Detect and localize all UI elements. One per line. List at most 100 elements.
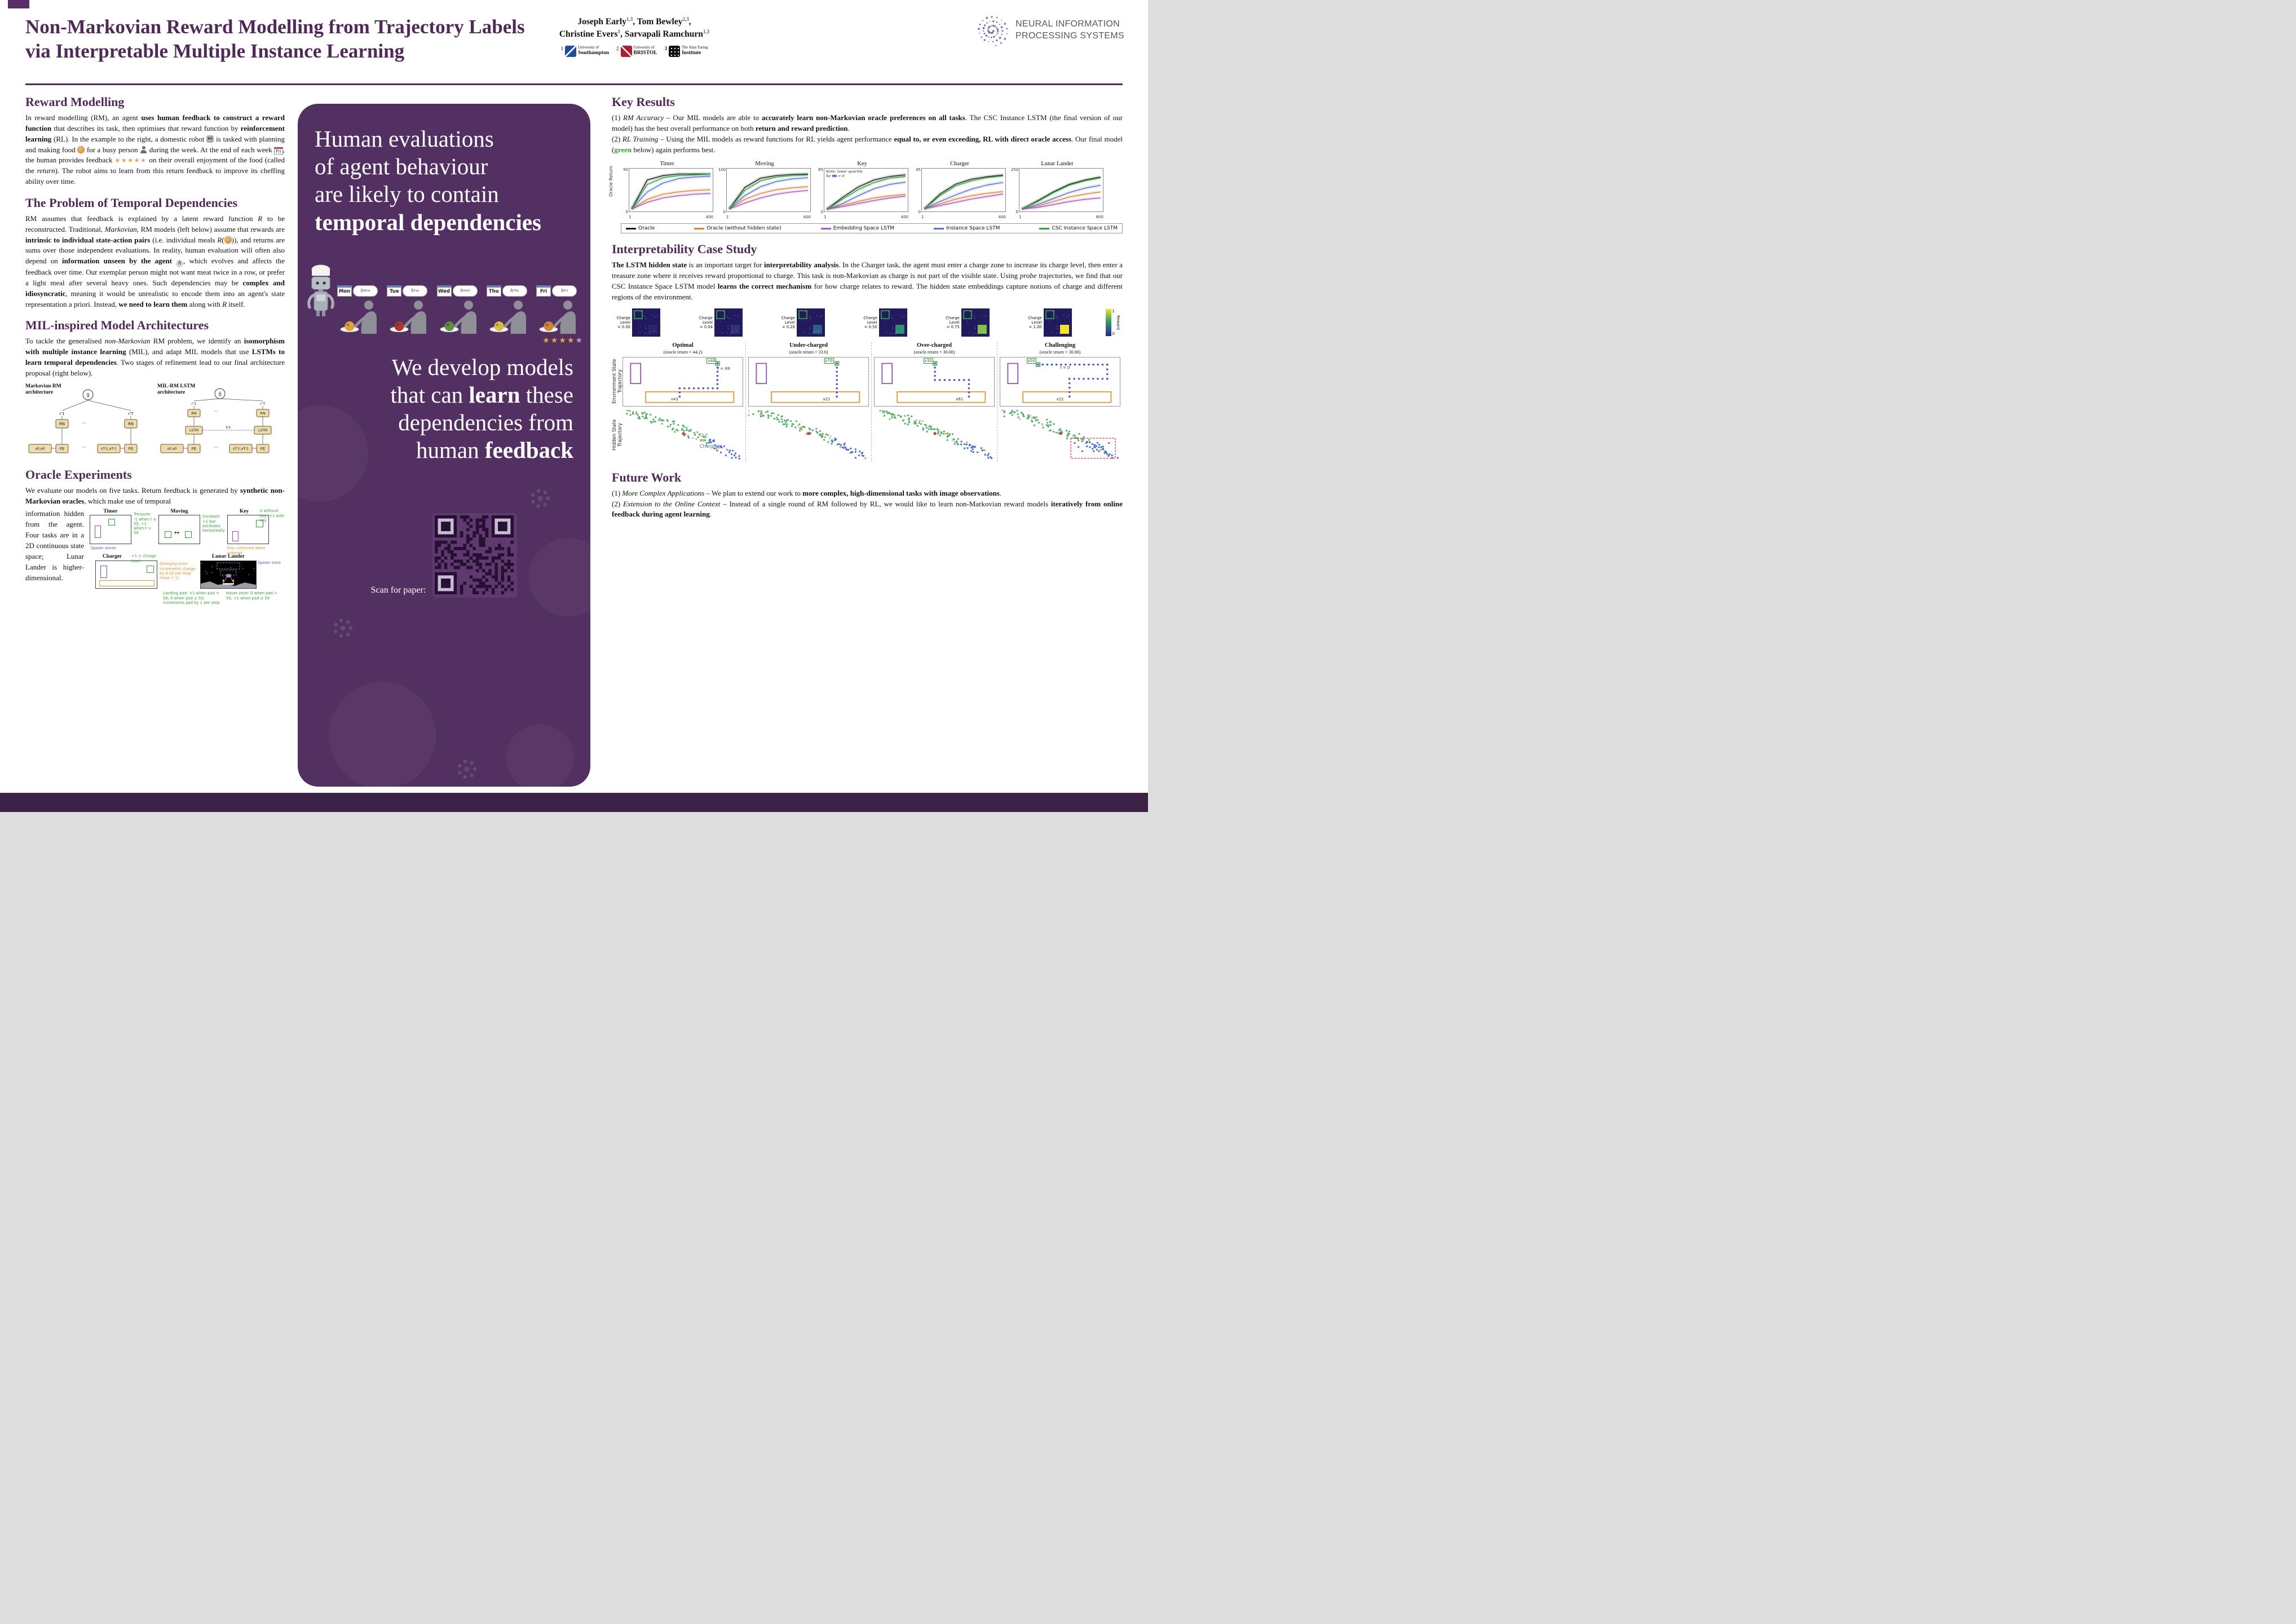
charge-cell: Charge Level = 0.04 [694, 308, 743, 337]
affiliation-soton: 1 University of Southampton [561, 45, 610, 58]
charge-level-strip: Charge Level = 0.00 Charge Level = 0.04 Charge… [612, 308, 1123, 337]
zone [100, 566, 107, 579]
env-state-row-label: Environment State Trajectory [612, 359, 623, 404]
task-annotation: Hover zone: 0 when pad < 50, +1 when pad… [226, 591, 277, 601]
charge-cell: Charge Level = 0.20 [776, 308, 825, 337]
bristol-logo-icon [620, 46, 632, 58]
legend-swatch-icon [1039, 227, 1050, 230]
interp-column-optimal: Optimal (oracle return = 44.2) x48 t = 99 x4… [620, 342, 745, 462]
legend-item: Oracle [626, 226, 655, 231]
charge-cell-label: Charge Level = 0.04 [699, 315, 713, 329]
x-tick: 1 [726, 215, 729, 220]
hidden-state-bubble: h Thu [502, 285, 527, 297]
heading-temporal-dependencies: The Problem of Temporal Dependencies [25, 195, 238, 210]
hidden-state-icon: h [176, 260, 184, 268]
svg-text:FE: FE [192, 447, 196, 451]
day-header: Wed h Wed [436, 285, 484, 297]
svg-text:RN: RN [59, 422, 65, 426]
week-illustration: Mon h Mon Tue h Tue Wed h Wed Thu h Thu Fri h Fri ★★★★★ [298, 251, 590, 345]
result-chart-key: Key 85 0 Note: lower quartile for = 0 1 400 [816, 161, 908, 219]
calendar-icon: Thu [486, 285, 501, 297]
chart-title: Charger [950, 161, 969, 167]
affiliation-turing: 3 The Alan Turing Institute [664, 45, 708, 58]
weekday-row: Mon h Mon Tue h Tue Wed h Wed Thu h Thu Fri h Fri ★★★★★ [337, 285, 584, 345]
svg-text:FE: FE [129, 447, 133, 451]
right-column: Key Results (1) RM Accuracy – Our MIL mo… [608, 94, 1123, 520]
qr-code [432, 513, 518, 598]
trajectory-label: x70 [824, 358, 834, 364]
task-title: Timer [103, 509, 118, 515]
y-axis-min: 0 [723, 210, 726, 215]
x-tick: 1 [921, 215, 924, 220]
x-axis-ticks: 1 400 [726, 215, 811, 219]
mil-rm-lstm-title: MIL-RM LSTM architecture [157, 383, 196, 395]
y-axis-max: 45 [916, 167, 921, 173]
svg-text:RN: RN [128, 422, 134, 426]
svg-text:sT-1,aT-1: sT-1,aT-1 [101, 447, 117, 451]
authors-block: Joseph Early1,3, Tom Bewley2,3, Christine… [538, 16, 730, 58]
hidden-state-bubble: h Mon [353, 285, 378, 297]
charge-cell: Charge Level = 0.75 [941, 308, 990, 337]
x-axis-ticks: 1 400 [824, 215, 908, 219]
author-names: Joseph Early1,3, Tom Bewley2,3, Christine… [559, 16, 710, 39]
neurips-logo: NEURAL INFORMATION PROCESSING SYSTEMS [974, 12, 1124, 48]
affiliations: 1 University of Southampton 2 University of B… [538, 45, 730, 58]
colorbar: 1 0 Reward [1105, 308, 1120, 336]
interpretability-grid: Environment State Trajectory Hidden Stat… [612, 342, 1123, 462]
environment-trajectory-plot: x70 x21 [748, 356, 869, 407]
temporal-dependencies-text: RM assumes that feedback is explained by… [25, 214, 285, 308]
svg-text:FE: FE [260, 447, 265, 451]
architecture-diagrams: Markovian RM architecture s0,a0 FE RN r'1 sT… [25, 383, 285, 459]
x-tick: 400 [998, 215, 1006, 220]
results-charts: Oracle Return Timer 50 0 1 400 Moving 100 0 1 400… [608, 161, 1123, 220]
x-tick: 400 [900, 215, 908, 220]
person-icon [140, 145, 147, 153]
calendar-icon: Tue [387, 285, 402, 297]
interp-column-challenging: Challenging (oracle return = 30.00) x50 t =… [997, 342, 1123, 462]
grid-columns: Optimal (oracle return = 44.2) x48 t = 99 x4… [620, 342, 1123, 462]
x-tick: 1 [1019, 215, 1022, 220]
colorbar-label: Reward [1116, 315, 1120, 330]
y-axis-min: 0 [918, 210, 921, 215]
legend-swatch-icon [694, 227, 705, 230]
svg-text:r'1: r'1 [192, 401, 197, 406]
svg-text:FE: FE [60, 447, 64, 451]
result-chart-charger: Charger 45 0 1 400 [913, 161, 1006, 219]
environment-trajectory-plot: x48 t = 99 x43 [622, 356, 743, 407]
chart-plot: 85 0 Note: lower quartile for = 0 [818, 167, 908, 215]
affiliation-line2: Southampton [578, 50, 610, 56]
svg-text:ĝ: ĝ [218, 391, 221, 396]
y-axis-max: 85 [818, 167, 823, 173]
task-annotation: Constant +1 but oscillates horizontally [202, 514, 225, 533]
statement: We develop models that can learn these dep… [390, 354, 573, 464]
turing-logo-icon [669, 46, 681, 58]
chart-legend: Oracle Oracle (without hidden state) Embed… [621, 223, 1123, 234]
task-annotation: 0 without key, +1 with key [260, 509, 284, 523]
star-rating-icon: ★★★★★ [114, 157, 147, 165]
hidden-state-row-label: Hidden State Trajectory [612, 419, 623, 451]
x-tick: 800 [1096, 215, 1103, 220]
affiliation-name: The Alan Turing Institute [682, 45, 708, 56]
affiliation-sup: 3 [664, 46, 668, 52]
affiliation-line2: Institute [682, 50, 701, 56]
trajectory-label: x43 [670, 396, 678, 401]
reward-modelling-text: In reward modelling (RM), an agent uses … [25, 113, 285, 186]
oracle-experiments-row: information hidden from the agent. Four … [25, 509, 285, 611]
header-divider [25, 83, 1123, 85]
quartile-swatch-icon [832, 175, 837, 178]
y-axis-min: 0 [625, 210, 628, 215]
neurips-wordmark: NEURAL INFORMATION PROCESSING SYSTEMS [1015, 19, 1124, 42]
poster: Non-Markovian Reward Modelling from Traj… [0, 0, 1148, 812]
task-annotation: Spawn zone [258, 561, 281, 566]
chart-title: Moving [755, 161, 774, 167]
y-axis-min: 0 [820, 210, 823, 215]
affiliation-line1: The Alan Turing [682, 45, 708, 50]
heading-oracle-experiments: Oracle Experiments [25, 467, 132, 482]
person-eating-icon [440, 300, 476, 334]
person-eating-icon [539, 300, 576, 334]
charge-cell: Charge Level = 0.50 [859, 308, 907, 337]
task-timer [90, 515, 131, 545]
svg-text:sT-1,aT-1: sT-1,aT-1 [233, 447, 249, 451]
corner-decoration [8, 0, 29, 8]
y-axis-max: 50 [623, 167, 628, 173]
